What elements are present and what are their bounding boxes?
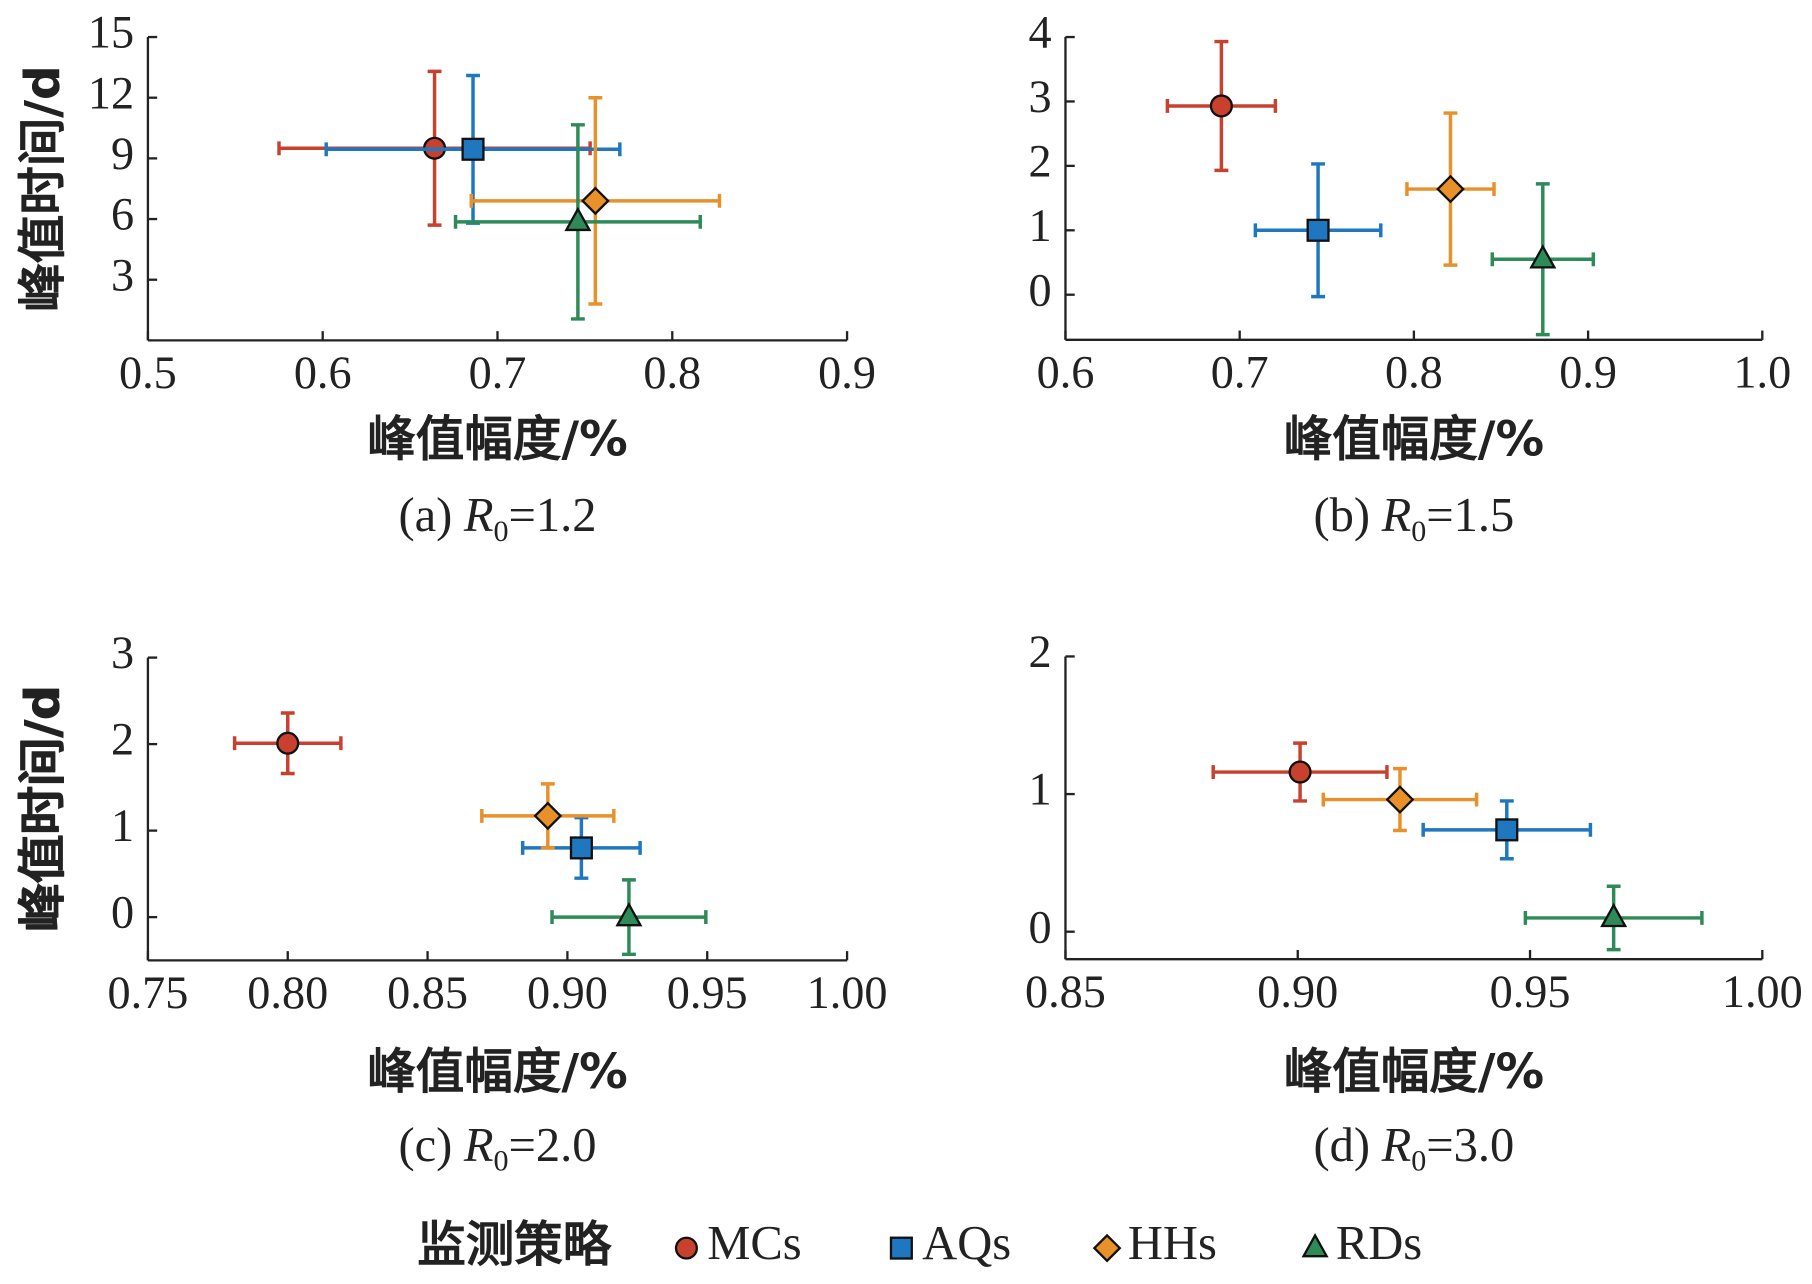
legend-title: 监测策略: [417, 1217, 613, 1273]
point: [615, 902, 643, 927]
y-tick-label: 1: [1028, 200, 1051, 251]
x-tick-label: 0.7: [1211, 346, 1269, 397]
x-axis-label: 峰值幅度/%: [1284, 1044, 1544, 1100]
point: [276, 731, 300, 755]
caption: (b) R0=1.5: [1313, 489, 1514, 548]
y-tick-label: 9: [111, 128, 134, 179]
x-tick-label: 0.9: [1559, 346, 1617, 397]
x-tick-label: 0.95: [1490, 966, 1571, 1017]
x-tick-label: 0.85: [387, 967, 468, 1018]
x-tick-label: 0.8: [643, 347, 701, 398]
caption-value: =1.5: [1426, 489, 1514, 542]
legend-label: AQs: [922, 1217, 1011, 1270]
caption: (c) R0=2.0: [398, 1119, 596, 1178]
y-tick-label: 0: [111, 887, 134, 938]
point: [1385, 785, 1415, 814]
point: [564, 206, 592, 232]
caption-prefix: (a): [398, 489, 452, 542]
legend-marker: [1092, 1233, 1122, 1263]
x-tick-label: 0.80: [247, 967, 328, 1018]
y-axis-label: 峰值时间/d: [15, 65, 71, 312]
x-tick-label: 0.6: [294, 347, 352, 398]
caption-symbol: R: [1381, 489, 1412, 542]
x-tick-label: 0.75: [107, 967, 188, 1018]
point: [1209, 94, 1233, 118]
legend-label: HHs: [1128, 1217, 1217, 1270]
x-tick-label: 0.7: [469, 347, 527, 398]
x-tick-label: 1.00: [1722, 966, 1803, 1017]
x-tick-label: 0.6: [1037, 346, 1095, 397]
caption: (d) R0=3.0: [1313, 1119, 1514, 1178]
x-tick-label: 0.95: [667, 967, 748, 1018]
point: [461, 137, 485, 161]
legend-label: RDs: [1336, 1217, 1422, 1270]
caption-value: =1.2: [509, 489, 597, 542]
point: [581, 186, 610, 216]
caption-symbol: R: [1381, 1119, 1412, 1172]
x-tick-label: 0.90: [1257, 966, 1338, 1017]
y-tick-label: 1: [1028, 764, 1051, 815]
x-tick-label: 0.9: [818, 347, 876, 398]
caption: (a) R0=1.2: [398, 489, 596, 548]
caption-prefix: (b): [1313, 489, 1370, 542]
point: [1529, 244, 1557, 269]
caption-subscript: 0: [1411, 1145, 1426, 1178]
legend-label: MCs: [707, 1217, 801, 1270]
y-tick-label: 4: [1028, 7, 1051, 58]
y-tick-label: 2: [1028, 135, 1051, 186]
point: [1288, 760, 1312, 784]
y-tick-label: 15: [88, 7, 134, 58]
y-tick-label: 1: [111, 800, 134, 851]
x-tick-label: 1.0: [1733, 346, 1791, 397]
caption-value: =3.0: [1426, 1119, 1514, 1172]
y-tick-label: 2: [111, 714, 134, 765]
point: [533, 801, 563, 831]
x-tick-label: 0.85: [1025, 966, 1106, 1017]
y-tick-label: 0: [1028, 901, 1051, 952]
x-tick-label: 0.8: [1385, 346, 1443, 397]
y-tick-label: 2: [1028, 626, 1051, 677]
point: [1495, 818, 1519, 842]
y-axis-label: 峰值时间/d: [15, 65, 71, 312]
y-axis-label: 峰值时间/d: [15, 686, 71, 933]
legend-marker: [1301, 1233, 1329, 1258]
caption-value: =2.0: [509, 1119, 597, 1172]
y-tick-label: 3: [1028, 71, 1051, 122]
caption-prefix: (d): [1313, 1119, 1370, 1172]
point: [569, 836, 593, 860]
caption-subscript: 0: [1411, 515, 1426, 548]
y-tick-label: 6: [111, 189, 134, 240]
legend-marker: [889, 1236, 913, 1260]
point: [1436, 174, 1465, 204]
y-tick-label: 12: [88, 67, 134, 118]
point: [1600, 902, 1628, 928]
caption-symbol: R: [463, 489, 494, 542]
y-tick-label: 3: [111, 249, 134, 300]
x-tick-label: 0.90: [527, 967, 608, 1018]
caption-subscript: 0: [494, 1145, 509, 1178]
y-tick-label: 0: [1028, 264, 1051, 315]
point: [1306, 218, 1330, 242]
y-axis-label: 峰值时间/d: [15, 685, 71, 932]
legend-marker: [674, 1236, 698, 1260]
x-axis-label: 峰值幅度/%: [367, 412, 627, 468]
caption-prefix: (c): [398, 1119, 452, 1172]
y-tick-label: 3: [111, 627, 134, 678]
caption-subscript: 0: [494, 515, 509, 548]
caption-symbol: R: [463, 1119, 494, 1172]
x-tick-label: 0.5: [119, 347, 177, 398]
x-axis-label: 峰值幅度/%: [1284, 412, 1544, 468]
x-tick-label: 1.00: [807, 967, 888, 1018]
x-axis-label: 峰值幅度/%: [367, 1044, 627, 1100]
